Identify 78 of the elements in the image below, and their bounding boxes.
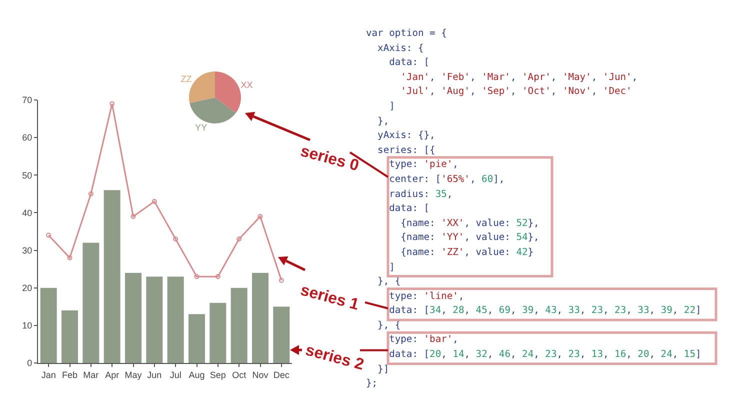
text: series: [{ (376, 144, 436, 158)
bar (273, 306, 290, 363)
bar (146, 276, 163, 363)
slice-label: ZZ (180, 74, 192, 84)
point (236, 236, 242, 242)
bar (62, 310, 78, 363)
text: }, { (376, 275, 402, 290)
x-tick-label: Dec (273, 370, 290, 380)
point (88, 191, 94, 196)
text: 'Jul', 'Aug', 'Sep', 'Oct', 'Nov', 'Dec' (400, 86, 632, 98)
text: {name: 'ZZ', value: 42} (400, 246, 535, 260)
x-tick-label: Aug (188, 370, 205, 380)
pie-slice (190, 98, 236, 124)
bar (167, 276, 184, 363)
y-tick-label: 10 (22, 320, 32, 331)
bar (230, 288, 248, 363)
text: series 2 (303, 342, 366, 375)
point (278, 278, 284, 283)
text: ] (388, 100, 396, 114)
x-tick-label: Jun (147, 370, 162, 380)
x-tick-label: Mar (83, 370, 99, 380)
bar (124, 272, 142, 363)
bar (188, 314, 206, 363)
line-series (46, 101, 284, 283)
y-tick-label: 20 (22, 283, 32, 294)
x-tick-label: Apr (105, 370, 120, 380)
slice-label: XX (240, 80, 253, 90)
bar (252, 272, 269, 363)
text: radius: 35, (388, 188, 454, 202)
point (215, 274, 220, 280)
text: series 0 (298, 143, 361, 176)
text: xAxis: { (376, 42, 425, 56)
x-tick-label: Feb (62, 370, 78, 380)
point (130, 214, 136, 219)
point (258, 214, 263, 219)
text: data: [ (388, 56, 431, 70)
point (152, 198, 157, 204)
text: {name: 'XX', value: 52}, (400, 216, 540, 231)
bar (82, 242, 100, 363)
text: 'Jan', 'Feb', 'Mar', 'Apr', 'May', 'Jun', (400, 72, 638, 83)
text: }; (366, 377, 379, 392)
text: type: 'line', (388, 290, 466, 304)
text: var option = { (366, 27, 448, 41)
text: data: [ (388, 202, 431, 216)
text: type: 'bar', (388, 333, 460, 348)
x-tick-label: Nov (252, 370, 269, 380)
point (110, 101, 115, 106)
bar (104, 190, 120, 363)
y-tick-label: 60 (22, 132, 32, 143)
y-tick-label: 70 (22, 95, 32, 106)
y-tick-label: 40 (22, 208, 32, 218)
text: data: [20, 14, 32, 46, 24, 23, 23, 13, 16, 20, 24, 15] (389, 349, 702, 360)
pie-slice (215, 72, 241, 113)
x-tick-label: Jan (41, 370, 56, 380)
slice-label: YY (195, 122, 208, 133)
point (173, 236, 178, 242)
x-tick-label: May (124, 370, 142, 380)
y-tick-label: 0 (27, 358, 32, 368)
point (194, 274, 200, 280)
x-tick-label: Jul (170, 370, 182, 380)
x-tick-label: Oct (232, 370, 247, 380)
text: {name: 'YY', value: 54}, (400, 231, 540, 246)
x-tick-label: Sep (210, 370, 226, 380)
y-tick-label: 50 (22, 170, 32, 180)
bar (210, 302, 226, 363)
text: series 1 (298, 282, 361, 315)
text: }, (376, 114, 390, 129)
text: yAxis: {}, (376, 129, 436, 144)
point (67, 255, 72, 260)
text: }] (376, 362, 390, 377)
text: ] (388, 260, 396, 274)
y-tick-label: 30 (22, 245, 32, 256)
text: data: [34, 28, 45, 69, 39, 43, 33, 23, 23, 33, 39, 22] (389, 305, 702, 316)
text: }, { (376, 318, 402, 333)
point (46, 232, 52, 238)
bar (40, 288, 57, 363)
text: center: ['65%', 60], (388, 172, 506, 187)
text: type: 'pie', (388, 158, 460, 172)
